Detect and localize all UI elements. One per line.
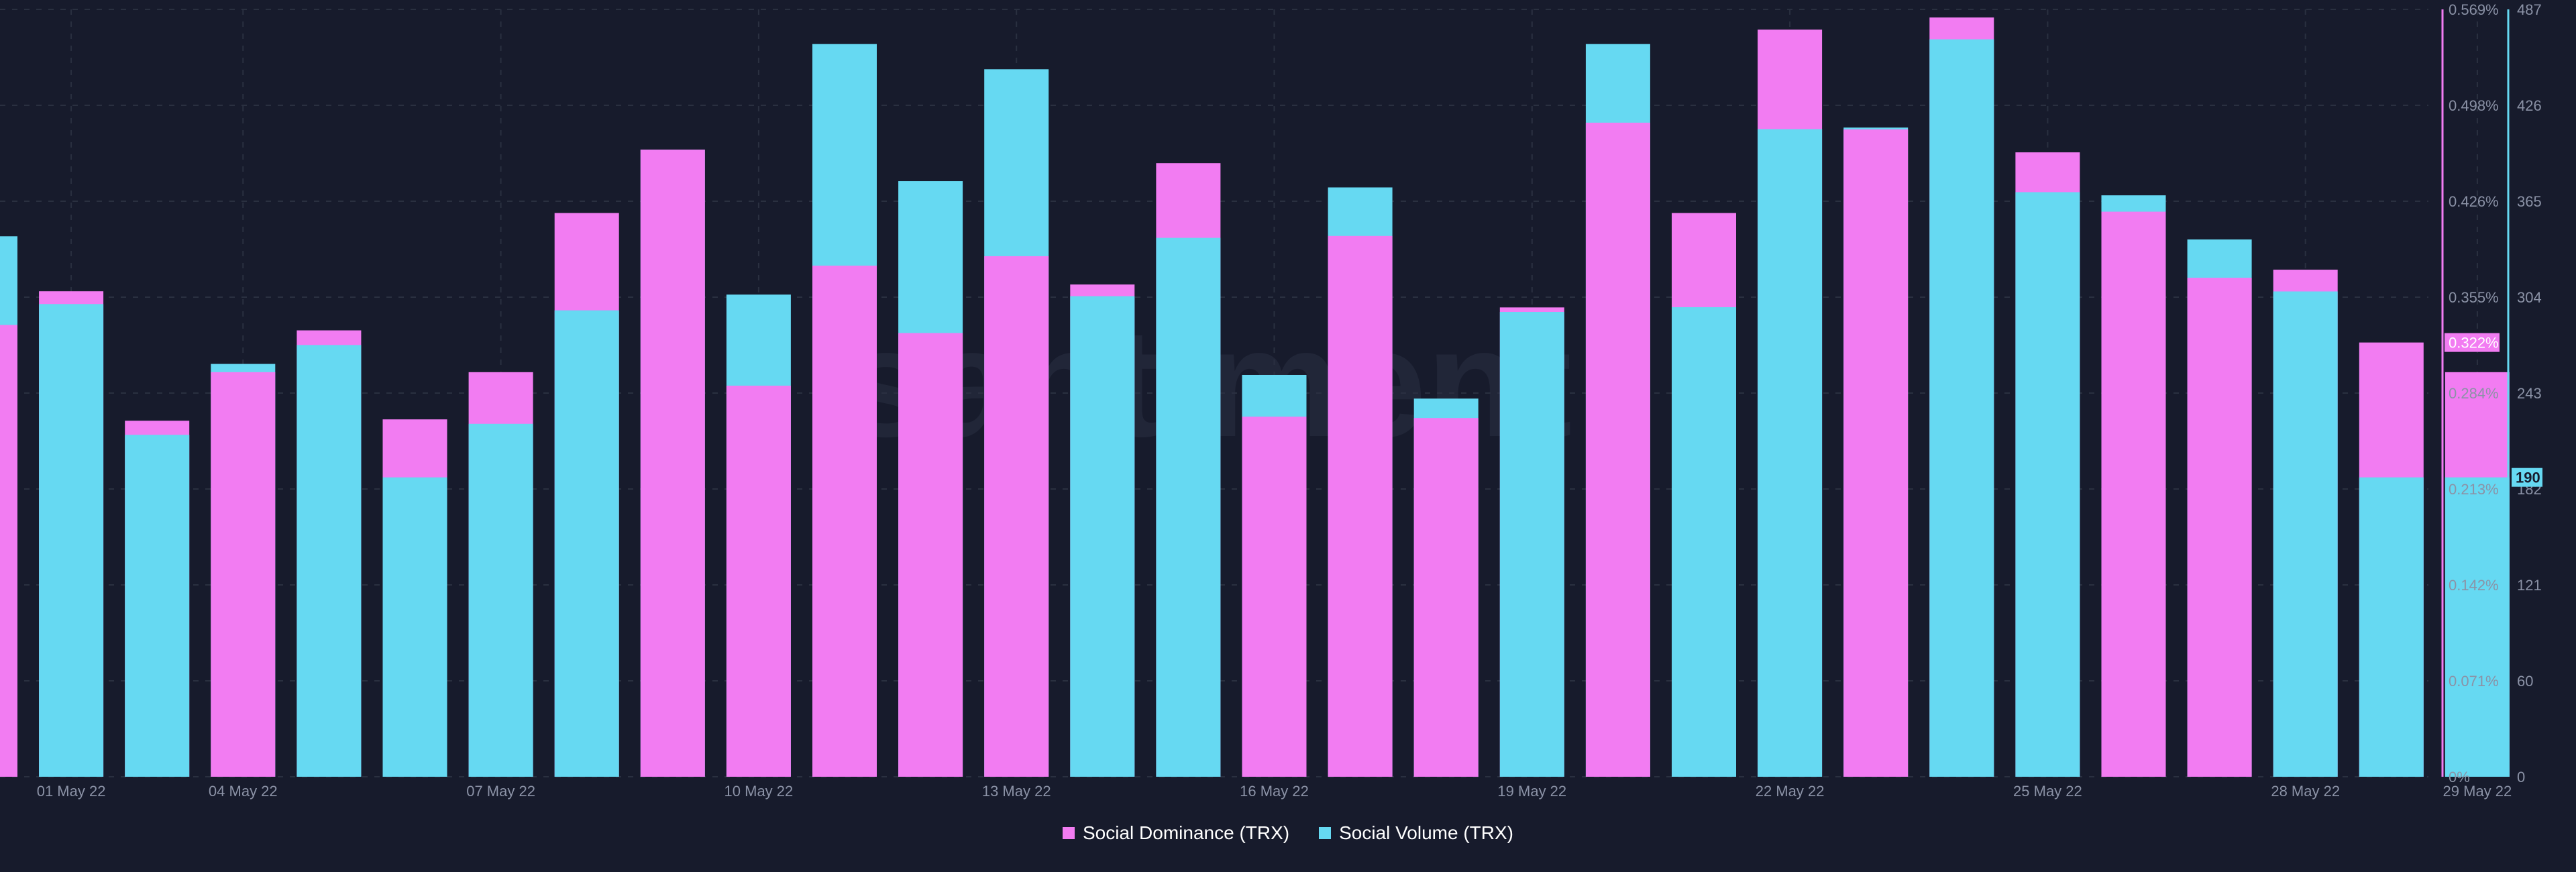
bar-social-dominance	[984, 256, 1049, 777]
x-tick-label: 19 May 22	[1497, 783, 1566, 800]
bar-social-volume	[39, 304, 104, 777]
bar-social-volume	[1070, 296, 1135, 777]
y-tick-volume: 304	[2517, 289, 2542, 306]
bar-social-volume	[297, 345, 362, 777]
y-tick-dominance: 0.071%	[2449, 673, 2499, 690]
bar-social-dominance	[1585, 122, 1650, 777]
bar-social-volume	[1499, 312, 1564, 777]
bar-social-volume	[1758, 129, 1823, 777]
y-tick-volume: 487	[2517, 1, 2542, 18]
badge-volume-bg	[2512, 468, 2542, 487]
y-tick-volume: 0	[2517, 769, 2525, 785]
bar-social-dominance	[2101, 211, 2166, 777]
legend-swatch-dominance	[1063, 827, 1075, 839]
y-tick-volume: 426	[2517, 97, 2542, 114]
y-tick-dominance: 0.426%	[2449, 193, 2499, 210]
bar-social-volume	[382, 477, 447, 777]
y-tick-dominance: 0.569%	[2449, 1, 2499, 18]
bar-social-volume	[2015, 192, 2080, 777]
badge-dominance: 0.322%	[2449, 335, 2499, 351]
y-tick-dominance: 0.142%	[2449, 577, 2499, 594]
bar-social-dominance	[1242, 417, 1307, 777]
x-tick-label: 16 May 22	[1240, 783, 1309, 800]
legend-swatch-volume	[1319, 827, 1332, 839]
bar-social-volume	[2273, 291, 2338, 777]
y-tick-dominance: 0.284%	[2449, 385, 2499, 402]
x-tick-label: 22 May 22	[1756, 783, 1825, 800]
x-tick-label: 29 May 22	[2443, 783, 2512, 800]
bar-social-volume	[554, 310, 619, 777]
badge-dominance-bg	[2445, 333, 2500, 352]
bar-social-dominance	[812, 266, 877, 777]
bar-social-volume	[1929, 39, 1994, 777]
bar-social-dominance	[1843, 129, 1909, 777]
bar-social-dominance	[1328, 235, 1393, 777]
y-tick-volume: 243	[2517, 385, 2542, 402]
bar-social-volume	[468, 423, 533, 777]
x-tick-label: 10 May 22	[724, 783, 794, 800]
y-tick-dominance: 0.355%	[2449, 289, 2499, 306]
bar-social-dominance	[1413, 418, 1479, 777]
y-tick-dominance: 0%	[2449, 769, 2470, 785]
bar-social-volume	[2445, 477, 2510, 777]
legend-label-dominance: Social Dominance (TRX)	[1083, 822, 1290, 843]
y-tick-dominance: 0.498%	[2449, 97, 2499, 114]
bar-social-dominance	[0, 325, 17, 777]
x-tick-label: 13 May 22	[982, 783, 1051, 800]
x-tick-label: 04 May 22	[209, 783, 278, 800]
y-tick-volume: 365	[2517, 193, 2542, 210]
legend-item-volume[interactable]: Social Volume (TRX)	[1319, 822, 1513, 844]
bar-social-dominance	[2187, 278, 2252, 777]
y-tick-volume: 60	[2517, 673, 2533, 690]
bar-social-dominance	[640, 150, 705, 777]
legend-item-dominance[interactable]: Social Dominance (TRX)	[1063, 822, 1289, 844]
bar-social-dominance	[211, 372, 276, 777]
bar-social-volume	[2359, 477, 2424, 777]
x-tick-label: 28 May 22	[2271, 783, 2340, 800]
legend-label-volume: Social Volume (TRX)	[1339, 822, 1513, 843]
x-tick-label: 25 May 22	[2013, 783, 2082, 800]
legend: Social Dominance (TRX) Social Volume (TR…	[0, 822, 2576, 844]
x-tick-label: 01 May 22	[37, 783, 106, 800]
bar-social-dominance	[726, 385, 791, 777]
badge-volume: 190	[2516, 470, 2540, 486]
chart-svg: santiment0%0.071%0.142%0.213%0.284%0.355…	[0, 1, 2542, 800]
bar-social-volume	[1672, 307, 1736, 777]
y-tick-volume: 121	[2517, 577, 2542, 594]
bar-social-volume	[1156, 237, 1221, 777]
bar-social-volume	[125, 435, 190, 777]
x-tick-label: 07 May 22	[466, 783, 535, 800]
y-tick-dominance: 0.213%	[2449, 481, 2499, 498]
bar-social-dominance	[898, 333, 963, 777]
